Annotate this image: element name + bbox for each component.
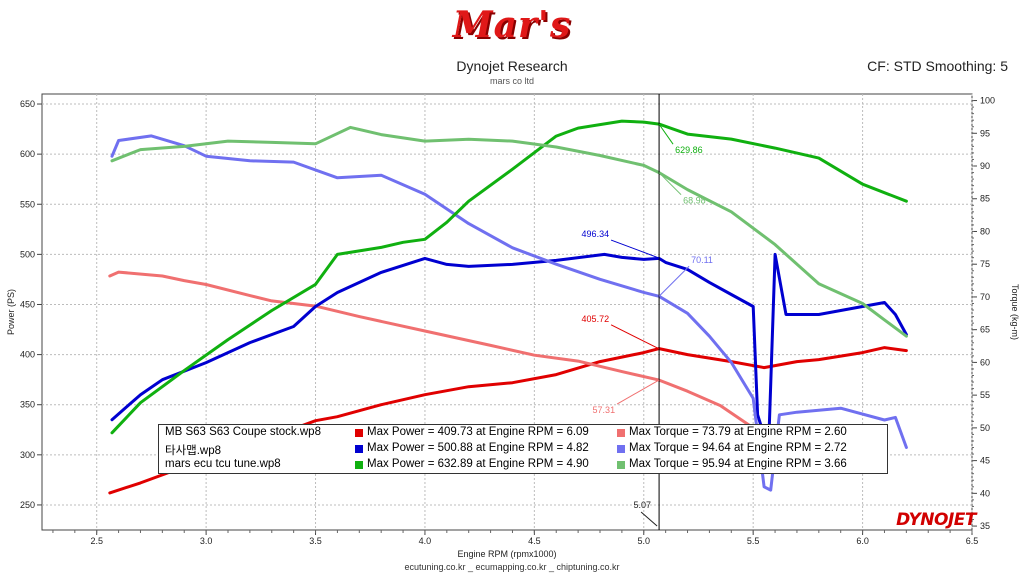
y-axis-label: Power (PS) [6,289,16,335]
y2-tick-label: 45 [980,456,990,466]
legend-swatch-power [355,445,363,453]
legend-row-competitor: 타사맵.wp8 Max Power = 500.88 at Engine RPM… [159,441,887,457]
y2-tick-label: 95 [980,128,990,138]
legend-swatch-torque [617,445,625,453]
y2-tick-label: 90 [980,161,990,171]
y-tick-label: 500 [20,249,35,259]
series-line [110,125,908,338]
annotation-leader [610,239,660,259]
legend-max-power: Max Power = 409.73 at Engine RPM = 6.09 [367,426,589,438]
y-tick-label: 350 [20,400,35,410]
mars-logo: Mar's [452,4,572,46]
annotation-leader [610,324,660,350]
y2-tick-label: 80 [980,226,990,236]
x-tick-label: 6.0 [856,536,869,546]
rpm-cursor-label: 5.07 [634,500,652,510]
legend-row-stock: MB S63 S63 Coupe stock.wp8 Max Power = 4… [159,425,887,441]
legend-swatch-torque [617,429,625,437]
x-tick-label: 6.5 [966,536,979,546]
series-line [108,270,766,443]
y2-tick-label: 100 [980,96,995,106]
legend-run-name: 타사맵.wp8 [165,445,222,457]
y-tick-label: 600 [20,149,35,159]
legend-swatch-torque [617,461,625,469]
annotation-label: 405.72 [582,314,610,324]
x-axis-label: Engine RPM (rpmx1000) [457,549,556,559]
legend-run-name: mars ecu tcu tune.wp8 [165,458,281,470]
annotation-leader [658,265,690,297]
y2-tick-label: 40 [980,488,990,498]
chart-subtitle: mars co ltd [489,76,534,86]
x-tick-label: 5.5 [747,536,760,546]
annotation-leader [616,379,660,405]
rpm-cursor-leader [640,511,658,527]
dynojet-logo-text: DYNOJET [896,510,976,530]
series-line [110,119,908,435]
footer-sites: ecutuning.co.kr _ ecumapping.co.kr _ chi… [404,562,620,572]
x-tick-label: 4.0 [419,536,432,546]
x-tick-label: 2.5 [90,536,103,546]
legend-max-torque: Max Torque = 73.79 at Engine RPM = 2.60 [629,426,847,438]
y2-tick-label: 55 [980,390,990,400]
annotation-label: 70.11 [691,255,713,265]
legend-max-power: Max Power = 500.88 at Engine RPM = 4.82 [367,442,589,454]
annotation-leader [658,123,674,145]
y2-axis-label: Torque (kg-m) [1010,284,1020,340]
chart-legend: MB S63 S63 Coupe stock.wp8 Max Power = 4… [158,424,888,474]
y-tick-label: 450 [20,299,35,309]
y-tick-label: 400 [20,350,35,360]
y2-tick-label: 85 [980,194,990,204]
x-tick-label: 5.0 [638,536,651,546]
annotation-label: 496.34 [582,229,610,239]
series-line [110,134,908,492]
y2-tick-label: 60 [980,357,990,367]
y2-tick-label: 35 [980,521,990,531]
y2-tick-label: 50 [980,423,990,433]
y-tick-label: 550 [20,199,35,209]
legend-max-torque: Max Torque = 94.64 at Engine RPM = 2.72 [629,442,847,454]
series-line [110,252,908,452]
chart-title: Dynojet Research [456,58,568,74]
y-tick-label: 300 [20,450,35,460]
legend-max-torque: Max Torque = 95.94 at Engine RPM = 3.66 [629,458,847,470]
legend-run-name: MB S63 S63 Coupe stock.wp8 [165,426,321,438]
y-tick-label: 250 [20,500,35,510]
cf-smoothing-info: CF: STD Smoothing: 5 [867,58,1008,74]
legend-row-mars-tune: mars ecu tcu tune.wp8 Max Power = 632.89… [159,457,887,473]
y2-tick-label: 75 [980,259,990,269]
x-tick-label: 3.0 [200,536,213,546]
x-tick-label: 3.5 [309,536,322,546]
annotation-label: 57.31 [593,405,616,415]
annotation-label: 629.86 [675,145,703,155]
y2-tick-label: 70 [980,292,990,302]
y-tick-label: 650 [20,99,35,109]
annotation-label: 68.98 [683,196,706,206]
legend-max-power: Max Power = 632.89 at Engine RPM = 4.90 [367,458,589,470]
legend-swatch-power [355,461,363,469]
annotation-leader [658,172,682,196]
y2-tick-label: 65 [980,325,990,335]
dynojet-logo: DYNOJET [896,510,976,530]
x-tick-label: 4.5 [528,536,541,546]
legend-swatch-power [355,429,363,437]
